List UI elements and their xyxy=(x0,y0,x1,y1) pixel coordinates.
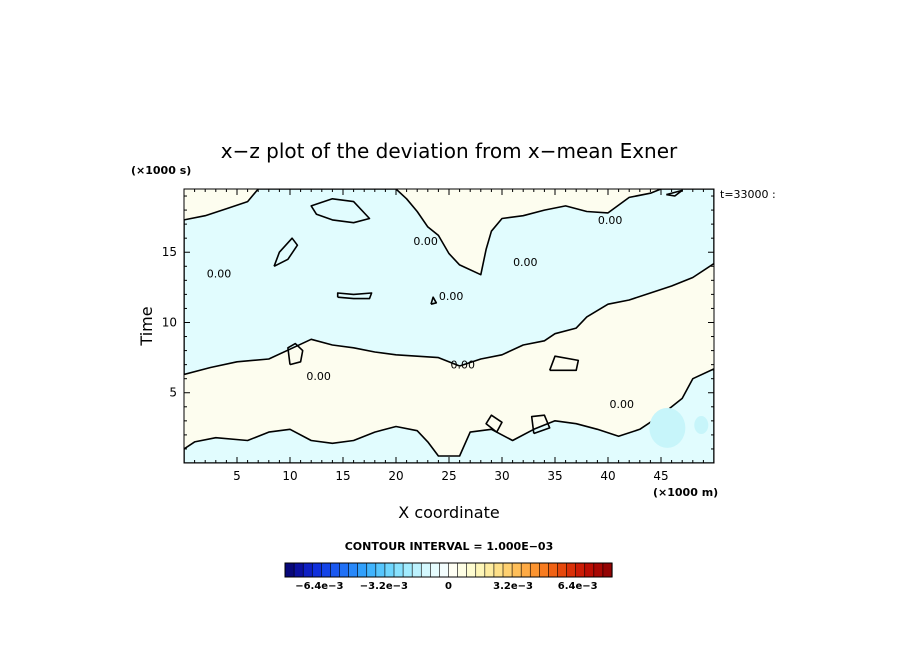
colorbar-swatch xyxy=(475,562,486,578)
colorbar-swatch xyxy=(339,562,350,578)
colorbar: −6.4e−3 −3.2e−3 0 3.2e−3 6.4e−3 xyxy=(284,562,613,592)
colorbar-swatch xyxy=(330,562,341,578)
colorbar-swatch xyxy=(493,562,504,578)
colorbar-swatch xyxy=(430,562,441,578)
x-tick-label: 30 xyxy=(494,469,509,483)
colorbar-swatch xyxy=(321,562,332,578)
negative-region-3 xyxy=(184,368,714,463)
contour-label: 0.00 xyxy=(610,398,635,411)
colorbar-swatch xyxy=(420,562,431,578)
y-axis-label: Time xyxy=(137,306,156,346)
colorbar-swatch xyxy=(375,562,386,578)
x-axis-label: X coordinate xyxy=(398,503,499,522)
colorbar-swatch xyxy=(539,562,550,578)
y-tick-label: 5 xyxy=(169,386,177,400)
x-tick-label: 20 xyxy=(388,469,403,483)
negative-region-1 xyxy=(184,189,714,376)
contour-line-6 xyxy=(548,355,580,372)
x-axis: 5 10 15 20 25 30 35 40 45 xyxy=(194,189,704,483)
colorbar-swatch xyxy=(393,562,404,578)
contour-lines xyxy=(273,189,684,435)
contour-line-5 xyxy=(530,414,551,435)
colorbar-label: −3.2e−3 xyxy=(360,581,408,592)
colorbar-swatch xyxy=(484,562,495,578)
colorbar-label: 3.2e−3 xyxy=(493,581,533,592)
colorbar-frame xyxy=(284,562,613,578)
colorbar-swatch xyxy=(593,562,604,578)
contour-label: 0.00 xyxy=(513,256,538,269)
contour-label: 0.00 xyxy=(413,235,438,248)
negative-region-2 xyxy=(310,198,371,224)
contour-line-8 xyxy=(430,296,438,305)
colorbar-swatch xyxy=(411,562,422,578)
y-tick-label: 15 xyxy=(162,245,177,259)
colorbar-swatch xyxy=(529,562,540,578)
colorbar-swatch xyxy=(511,562,522,578)
x-tick-label: 25 xyxy=(441,469,456,483)
contour-field xyxy=(184,189,714,463)
y-axis-unit: (×1000 s) xyxy=(131,164,191,177)
colorbar-label: 6.4e−3 xyxy=(558,581,598,592)
contour-label: 0.00 xyxy=(207,267,232,280)
x-tick-label: 35 xyxy=(547,469,562,483)
colorbar-swatch xyxy=(293,562,304,578)
colorbar-swatch xyxy=(584,562,595,578)
y-axis: 5 10 15 xyxy=(162,195,714,450)
contour-line-3 xyxy=(273,237,299,268)
contour-labels: 0.00 0.00 0.00 0.00 0.00 0.00 0.00 0.00 xyxy=(207,214,634,411)
contour-label: 0.00 xyxy=(598,214,623,227)
contour-line-2 xyxy=(287,342,304,366)
colorbar-label: −6.4e−3 xyxy=(295,581,343,592)
colorbar-swatch xyxy=(548,562,559,578)
colorbar-swatch xyxy=(311,562,322,578)
strong-negative-spot xyxy=(694,416,709,435)
contour-label: 0.00 xyxy=(306,370,331,383)
contour-label: 0.00 xyxy=(451,359,476,372)
colorbar-swatch xyxy=(348,562,359,578)
x-tick-label: 45 xyxy=(653,469,668,483)
colorbar-swatch xyxy=(402,562,413,578)
colorbar-swatch xyxy=(384,562,395,578)
colorbar-swatch xyxy=(357,562,368,578)
strong-negative-spot xyxy=(649,407,686,448)
x-tick-label: 15 xyxy=(335,469,350,483)
contour-line-1 xyxy=(336,292,373,300)
x-axis-unit: (×1000 m) xyxy=(653,486,718,499)
colorbar-swatch xyxy=(466,562,477,578)
contour-label: 0.00 xyxy=(439,290,464,303)
colorbar-swatch xyxy=(439,562,450,578)
colorbar-label: 0 xyxy=(445,581,452,592)
contour-line-7 xyxy=(666,189,684,197)
colorbar-swatch xyxy=(366,562,377,578)
chart-title: x−z plot of the deviation from x−mean Ex… xyxy=(221,139,678,163)
colorbar-swatch xyxy=(448,562,459,578)
x-tick-label: 40 xyxy=(600,469,615,483)
contour-line-4 xyxy=(485,414,503,433)
colorbar-swatch xyxy=(502,562,513,578)
colorbar-title: CONTOUR INTERVAL = 1.000E−03 xyxy=(345,540,554,553)
colorbar-swatch xyxy=(302,562,313,578)
colorbar-swatch xyxy=(520,562,531,578)
time-label: t=33000 : xyxy=(720,188,776,201)
colorbar-swatch xyxy=(557,562,568,578)
colorbar-swatch xyxy=(566,562,577,578)
colorbar-swatch xyxy=(602,562,613,578)
colorbar-swatch xyxy=(575,562,586,578)
y-tick-label: 10 xyxy=(162,315,177,329)
colorbar-swatch xyxy=(457,562,468,578)
x-tick-label: 5 xyxy=(233,469,241,483)
colorbar-swatch xyxy=(284,562,295,578)
x-tick-label: 10 xyxy=(282,469,297,483)
